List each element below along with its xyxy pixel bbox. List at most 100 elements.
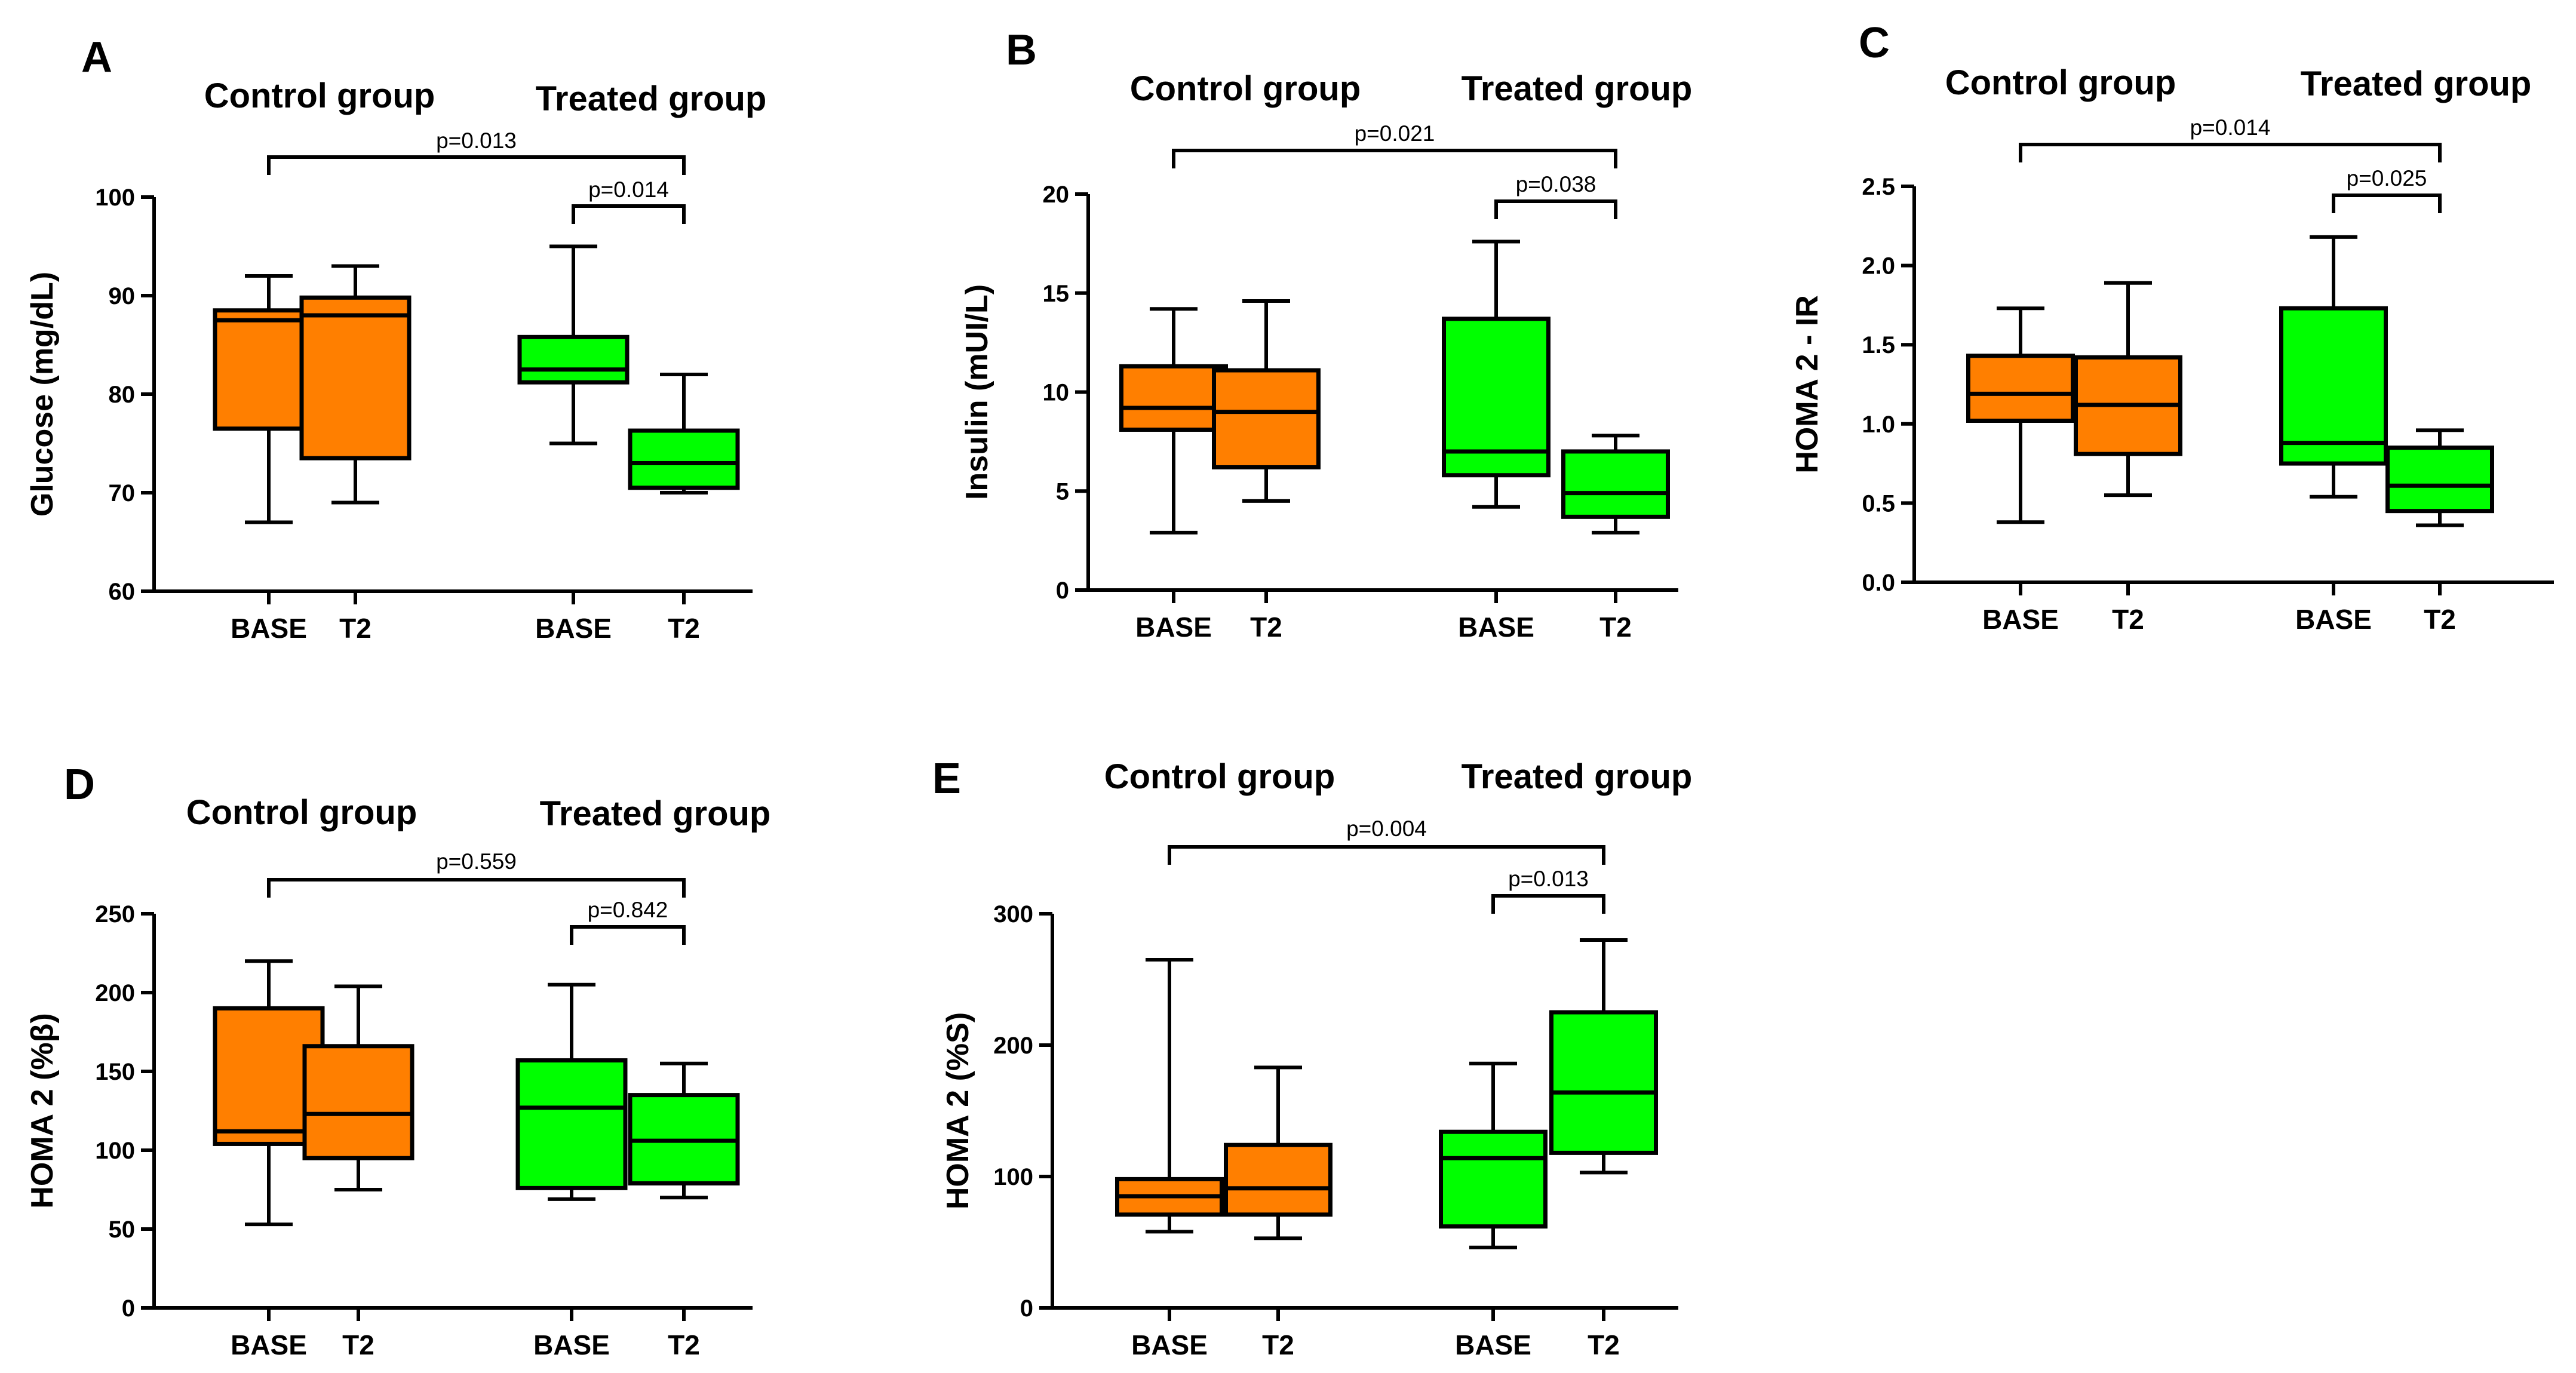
- y-tick-label: 0.0: [1862, 570, 1895, 596]
- x-category-label: T2: [2112, 604, 2144, 635]
- x-category-label: BASE: [1135, 612, 1212, 643]
- y-axis-label: Glucose (mg/dL): [25, 272, 60, 517]
- y-tick-label: 200: [993, 1033, 1033, 1059]
- panel-d: D Control group Treated group 0 50 100 150 200 2…: [25, 761, 770, 1360]
- box-control-t2: T2: [1212, 299, 1321, 643]
- p-value-label: p=0.004: [1346, 816, 1427, 841]
- treated-group-label: Treated group: [536, 79, 767, 118]
- panel-c: C Control group Treated group 0.0 0.5 1.0 1.5 2…: [1790, 19, 2554, 635]
- box-control-t2: T2: [299, 264, 412, 644]
- box-treated-base: BASE: [515, 982, 628, 1360]
- comparison-bracket: p=0.004: [1168, 816, 1605, 865]
- x-category-label: BASE: [533, 1329, 610, 1360]
- iqr-box: [1549, 1010, 1658, 1155]
- y-tick-label: 80: [109, 382, 136, 408]
- comparison-bracket: p=0.842: [570, 898, 686, 945]
- box-treated-base: BASE: [1439, 1061, 1548, 1360]
- x-category-label: T2: [339, 613, 371, 644]
- p-value-label: p=0.038: [1516, 172, 1596, 196]
- p-value-label: p=0.013: [1508, 867, 1589, 891]
- bracket-line: [1491, 894, 1605, 914]
- bracket-line: [267, 155, 686, 175]
- panel-letter: C: [1859, 19, 1890, 67]
- p-value-label: p=0.021: [1355, 121, 1435, 146]
- bracket-line: [1494, 199, 1617, 219]
- x-category-label: T2: [2424, 604, 2456, 635]
- bracket-line: [2332, 193, 2442, 213]
- x-category-label: BASE: [1131, 1329, 1208, 1360]
- y-tick-label: 100: [993, 1164, 1033, 1190]
- y-axis-label: HOMA 2 (%S): [941, 1012, 975, 1209]
- iqr-box: [515, 1058, 628, 1190]
- treated-group-label: Treated group: [2301, 64, 2532, 103]
- comparison-bracket: p=0.014: [2019, 115, 2442, 162]
- panel-letter: A: [81, 33, 112, 81]
- box-treated-t2: T2: [628, 373, 740, 644]
- bracket-line: [1172, 149, 1617, 168]
- iqr-box: [2385, 446, 2494, 514]
- y-tick-label: 250: [95, 901, 135, 927]
- bracket-line: [570, 925, 686, 945]
- panel-letter: B: [1006, 26, 1037, 74]
- x-category-label: BASE: [231, 1329, 307, 1360]
- iqr-box: [1561, 449, 1670, 519]
- box-treated-t2: T2: [1561, 434, 1670, 643]
- panel-letter: D: [64, 761, 95, 809]
- y-tick-label: 0: [1056, 578, 1069, 604]
- y-tick-label: 0.5: [1862, 490, 1895, 517]
- box-control-t2: T2: [1224, 1065, 1332, 1360]
- bracket-line: [267, 878, 686, 898]
- y-axis-label: HOMA 2 (%β): [25, 1013, 60, 1208]
- x-category-label: T2: [668, 1329, 700, 1360]
- y-tick-label: 100: [95, 185, 135, 211]
- p-value-label: p=0.559: [436, 849, 517, 874]
- control-group-label: Control group: [1104, 757, 1335, 796]
- p-value-label: p=0.025: [2347, 166, 2427, 191]
- y-tick-label: 60: [109, 579, 136, 605]
- iqr-box: [1212, 368, 1321, 469]
- panel-a: A Control group Treated group 60 70 80 90 100 Gl…: [25, 33, 766, 644]
- box-control-base: BASE: [213, 959, 325, 1360]
- panel-e: E Control group Treated group 0 100 200 300 HOM…: [932, 755, 1692, 1360]
- y-tick-label: 2.0: [1862, 253, 1895, 279]
- y-tick-label: 1.5: [1862, 332, 1895, 358]
- y-tick-label: 300: [993, 901, 1033, 927]
- x-category-label: T2: [1599, 612, 1632, 643]
- iqr-box: [1442, 317, 1550, 478]
- x-category-label: BASE: [1982, 604, 2059, 635]
- p-value-label: p=0.842: [588, 898, 668, 922]
- bracket-line: [1168, 845, 1605, 865]
- y-tick-label: 2.5: [1862, 174, 1895, 200]
- iqr-box: [302, 1044, 415, 1160]
- iqr-box: [1439, 1129, 1548, 1229]
- y-tick-label: 0: [122, 1295, 135, 1322]
- y-tick-label: 1.0: [1862, 411, 1895, 438]
- y-tick-label: 150: [95, 1059, 135, 1085]
- x-category-label: T2: [1588, 1329, 1620, 1360]
- comparison-bracket: p=0.014: [572, 177, 686, 224]
- y-tick-label: 10: [1043, 380, 1070, 406]
- control-group-label: Control group: [1945, 63, 2176, 102]
- x-category-label: T2: [1262, 1329, 1294, 1360]
- box-control-base: BASE: [1966, 306, 2075, 635]
- y-axis-label: Insulin (mUI/L): [960, 284, 994, 500]
- x-category-label: BASE: [1458, 612, 1534, 643]
- y-axis-label: HOMA 2 - IR: [1790, 295, 1825, 474]
- treated-group-label: Treated group: [540, 794, 771, 833]
- panel-letter: E: [932, 755, 961, 803]
- treated-group-label: Treated group: [1462, 757, 1693, 796]
- x-category-label: T2: [1250, 612, 1282, 643]
- y-tick-label: 200: [95, 980, 135, 1006]
- box-control-base: BASE: [1119, 307, 1228, 643]
- comparison-bracket: p=0.559: [267, 849, 686, 898]
- comparison-bracket: p=0.013: [1491, 867, 1605, 914]
- comparison-bracket: p=0.021: [1172, 121, 1617, 168]
- y-tick-label: 70: [109, 480, 136, 506]
- comparison-bracket: p=0.038: [1494, 172, 1617, 219]
- x-category-label: BASE: [231, 613, 307, 644]
- p-value-label: p=0.014: [2190, 115, 2271, 140]
- y-tick-label: 0: [1020, 1295, 1033, 1322]
- p-value-label: p=0.014: [588, 177, 669, 202]
- box-control-t2: T2: [2074, 281, 2182, 635]
- y-tick-label: 90: [109, 283, 136, 309]
